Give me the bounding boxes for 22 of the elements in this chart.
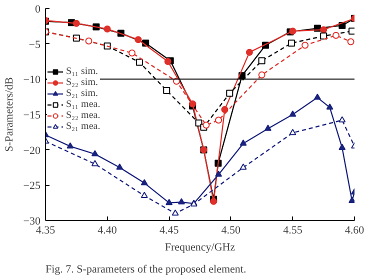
legend-label: S₂₁ mea. (66, 121, 100, 132)
y-tick-label: −20 (23, 144, 41, 157)
legend-label: S₂₁ sim. (66, 88, 98, 99)
y-tick-label: −10 (23, 74, 41, 86)
x-tick-label: 4.45 (159, 224, 180, 236)
x-tick-label: 4.50 (221, 224, 242, 236)
y-tick-label: −30 (23, 216, 41, 228)
x-tick-label: 4.60 (344, 224, 365, 236)
y-tick-label: −25 (23, 180, 41, 192)
y-axis-title: S-Parameters/dB (3, 77, 16, 152)
caption: Fig. 7. S-parameters of the proposed element. (46, 264, 246, 276)
x-tick-label: 4.55 (283, 224, 303, 236)
legend-label: S₂₂ sim. (66, 77, 98, 88)
x-tick-label: 4.40 (98, 224, 118, 236)
x-tick-label: 4.35 (36, 224, 56, 236)
y-tick-label: −15 (23, 110, 41, 122)
x-axis-title: Frequency/GHz (164, 242, 236, 254)
legend-label: S₁₁ mea. (66, 99, 100, 110)
legend-label: S₂₂ mea. (66, 110, 100, 121)
y-tick-label: 0 (35, 4, 41, 16)
legend-label: S₁₁ sim. (66, 66, 98, 77)
y-tick-label: −5 (28, 38, 41, 51)
